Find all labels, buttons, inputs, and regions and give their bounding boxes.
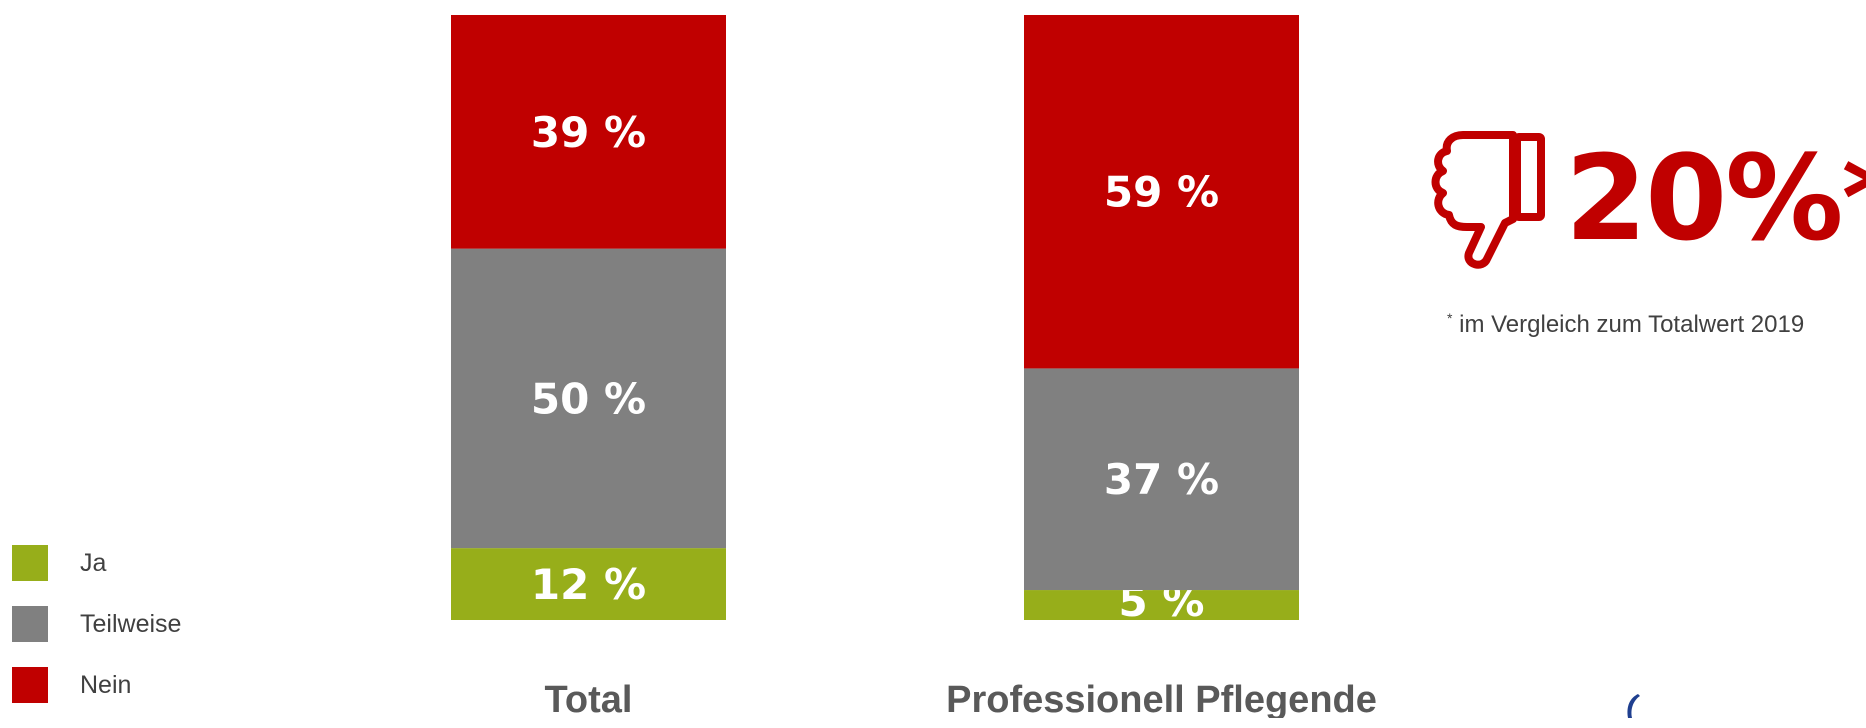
- legend-swatch-teilweise: [12, 606, 48, 642]
- legend-item-teilweise: Teilweise: [12, 606, 181, 642]
- footnote-marker: *: [1447, 310, 1453, 326]
- footnote: * im Vergleich zum Totalwert 2019: [1447, 310, 1804, 339]
- bar-total-ja: [451, 548, 726, 620]
- legend-item-nein: Nein: [12, 667, 181, 703]
- data-label-total-ja: 12 %: [531, 560, 646, 609]
- thumbs-down-icon: [1431, 130, 1545, 269]
- data-label-professionell-pflegende-teilweise: 37 %: [1104, 455, 1219, 504]
- data-label-total-teilweise: 50 %: [531, 374, 646, 423]
- legend-label-teilweise: Teilweise: [80, 609, 182, 638]
- legend-swatch-nein: [12, 667, 48, 703]
- comparison-value: 20%*: [1565, 139, 1866, 257]
- bar-professionell-pflegende-teilweise: [1024, 368, 1299, 591]
- bar-professionell-pflegende-nein: [1024, 15, 1299, 369]
- legend: Ja Teilweise Nein: [12, 545, 181, 728]
- category-label-total: Total: [545, 679, 633, 718]
- bar-professionell-pflegende-ja: [1024, 590, 1299, 620]
- footnote-text: im Vergleich zum Totalwert 2019: [1452, 311, 1805, 338]
- bar-total-nein: [451, 15, 726, 249]
- legend-item-ja: Ja: [12, 545, 181, 581]
- category-label-professionell-pflegende: Professionell Pflegende: [946, 679, 1377, 718]
- comparison-value-asterisk: *: [1841, 129, 1866, 267]
- logo-mark: [1627, 694, 1640, 718]
- data-label-professionell-pflegende-nein: 59 %: [1104, 168, 1219, 217]
- legend-label-nein: Nein: [80, 670, 132, 699]
- data-label-total-nein: 39 %: [531, 108, 646, 157]
- comparison-callout: 20%*: [1425, 120, 1866, 275]
- bar-total-teilweise: [451, 248, 726, 549]
- legend-label-ja: Ja: [80, 548, 107, 577]
- comparison-value-number: 20%: [1565, 128, 1843, 267]
- legend-swatch-ja: [12, 545, 48, 581]
